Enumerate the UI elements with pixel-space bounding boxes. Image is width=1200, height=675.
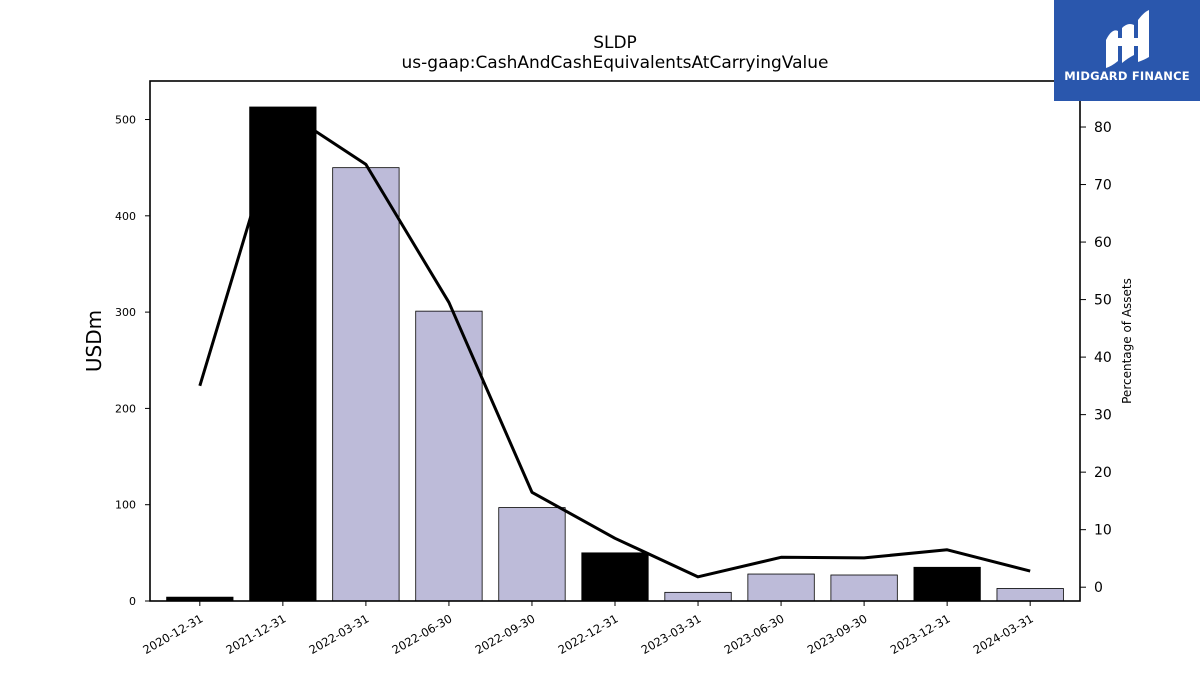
y2-tick-label: 20 [1094, 465, 1112, 481]
y2-tick-label: 10 [1094, 523, 1112, 539]
x-tick-label: 2021-12-31 [223, 611, 288, 657]
y-tick-label: 0 [129, 595, 136, 608]
y-tick-label: 400 [115, 210, 136, 223]
y-axis-label: USDm [82, 310, 106, 372]
bar [332, 167, 400, 602]
y2-tick-label: 30 [1094, 408, 1112, 424]
y2-tick-label: 0 [1094, 580, 1103, 596]
y2-tick-label: 70 [1094, 178, 1112, 194]
y2-tick-label: 50 [1094, 293, 1112, 309]
x-tick-label: 2022-06-30 [390, 611, 455, 657]
x-tick-label: 2022-09-30 [473, 611, 538, 657]
bar [498, 507, 566, 602]
y2-tick-label: 60 [1094, 235, 1112, 251]
bar [249, 106, 317, 602]
x-tick-label: 2023-09-30 [805, 611, 870, 657]
series-line [198, 108, 1031, 579]
x-tick-label: 2023-03-31 [639, 611, 704, 657]
y-tick-label: 100 [115, 499, 136, 512]
bar [415, 310, 483, 602]
x-tick-label: 2023-06-30 [722, 611, 787, 657]
y-tick-label: 200 [115, 402, 136, 415]
bar [664, 591, 732, 602]
bar [830, 574, 898, 602]
chart-title: SLDP [593, 33, 637, 53]
bar [581, 552, 649, 602]
y-tick-label: 500 [115, 114, 136, 127]
y2-tick-label: 40 [1094, 350, 1112, 366]
x-tick-label: 2024-03-31 [971, 611, 1036, 657]
x-tick-label: 2023-12-31 [888, 611, 953, 657]
bar [913, 566, 981, 602]
y-tick-label: 300 [115, 306, 136, 319]
x-tick-label: 2022-03-31 [307, 611, 372, 657]
bar [996, 588, 1064, 602]
brand-logo: MIDGARD FINANCE [1054, 0, 1200, 101]
brand-name: MIDGARD FINANCE [1064, 69, 1190, 83]
x-tick-label: 2022-12-31 [556, 611, 621, 657]
chart-subtitle: us-gaap:CashAndCashEquivalentsAtCarrying… [402, 53, 829, 73]
y2-tick-label: 80 [1094, 120, 1112, 136]
line-series [198, 108, 1031, 579]
x-tick-label: 2020-12-31 [140, 611, 205, 657]
bar [747, 573, 815, 602]
bars [166, 106, 1064, 602]
logo-mark-icon [1106, 30, 1118, 68]
y2-axis-label: Percentage of Assets [1120, 278, 1134, 404]
